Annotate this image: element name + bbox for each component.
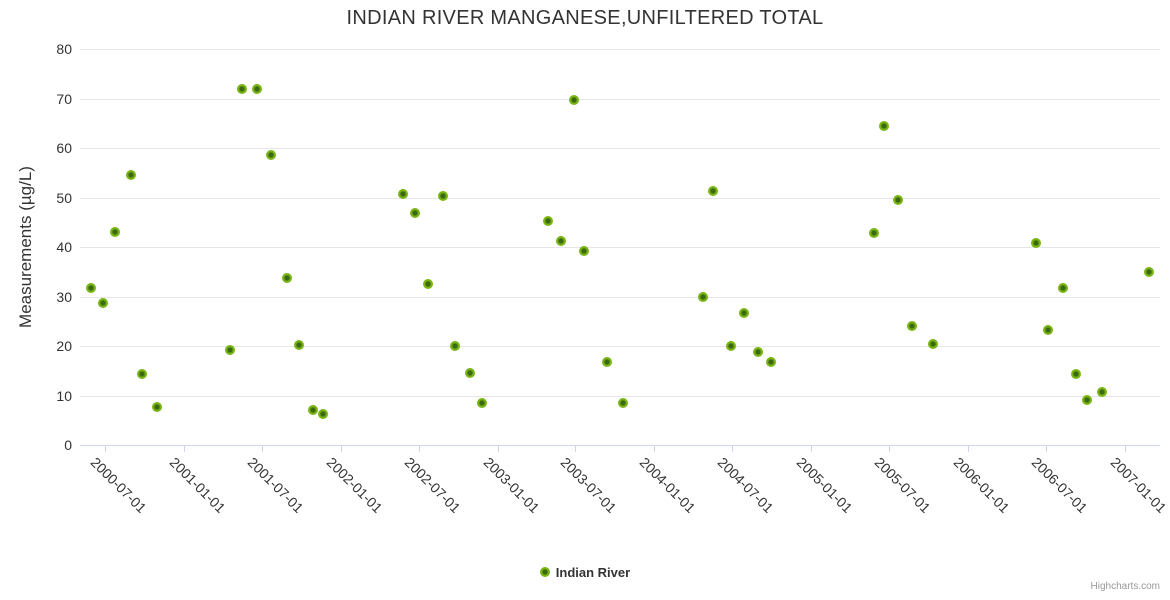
data-point[interactable]	[266, 149, 277, 160]
data-point[interactable]	[1057, 283, 1068, 294]
x-axis-tick-label: 2004-01-01	[636, 454, 699, 516]
x-axis-tick-mark	[575, 446, 577, 452]
y-axis-tick-label: 0	[64, 437, 72, 453]
data-point[interactable]	[765, 356, 776, 367]
x-axis-tick-label: 2007-01-01	[1107, 454, 1170, 516]
x-axis-tick-label: 2000-07-01	[87, 454, 150, 516]
data-point[interactable]	[569, 95, 580, 106]
y-axis-tick-label: 10	[56, 387, 72, 404]
data-point[interactable]	[579, 246, 590, 257]
y-axis-tick-label: 40	[56, 239, 72, 255]
x-axis-tick-mark	[1045, 446, 1047, 452]
x-axis-tick-mark	[732, 446, 734, 452]
data-point[interactable]	[906, 321, 917, 332]
data-point[interactable]	[1043, 325, 1054, 336]
data-point[interactable]	[281, 273, 292, 284]
x-axis-tick-mark	[105, 446, 106, 452]
y-axis-tick-label: 60	[56, 140, 72, 156]
data-point[interactable]	[294, 340, 305, 350]
data-point[interactable]	[450, 341, 461, 352]
y-gridline	[80, 395, 1160, 397]
data-point[interactable]	[555, 236, 566, 247]
data-point[interactable]	[726, 341, 737, 352]
x-axis-tick-label: 2002-07-01	[401, 454, 464, 516]
y-axis-tick-label: 20	[56, 338, 72, 354]
y-gridline	[80, 296, 1160, 298]
data-point[interactable]	[698, 291, 709, 302]
data-point[interactable]	[251, 84, 262, 95]
data-point[interactable]	[601, 356, 612, 367]
data-point[interactable]	[879, 121, 890, 132]
x-axis-tick-label: 2003-01-01	[480, 454, 543, 516]
x-axis-tick-mark	[184, 446, 186, 452]
data-point[interactable]	[125, 170, 136, 181]
data-point[interactable]	[1082, 394, 1093, 405]
data-point[interactable]	[151, 401, 162, 412]
data-point[interactable]	[868, 227, 879, 238]
x-axis-tick-mark	[654, 446, 656, 452]
data-point[interactable]	[318, 408, 329, 419]
y-axis-tick-label: 50	[56, 189, 72, 206]
data-point[interactable]	[618, 397, 629, 408]
x-axis-tick-mark	[811, 446, 813, 452]
data-point[interactable]	[542, 215, 553, 226]
data-point[interactable]	[1096, 387, 1107, 398]
y-axis-tick-label: 70	[56, 90, 72, 107]
data-point[interactable]	[476, 397, 487, 408]
x-axis-tick-label: 2003-07-01	[557, 454, 620, 516]
data-point[interactable]	[438, 191, 449, 201]
data-point[interactable]	[236, 84, 247, 95]
y-axis-tick-label: 30	[56, 288, 72, 305]
x-axis-tick-label: 2006-07-01	[1028, 454, 1091, 516]
data-point[interactable]	[739, 308, 750, 319]
chart-title: INDIAN RIVER MANGANESE,UNFILTERED TOTAL	[346, 7, 824, 29]
x-axis-tick-mark	[261, 446, 263, 452]
x-axis-tick-label: 2005-07-01	[871, 454, 934, 516]
x-axis-tick-mark	[418, 446, 420, 452]
data-point[interactable]	[136, 369, 147, 380]
data-point[interactable]	[465, 367, 476, 378]
data-point[interactable]	[224, 344, 235, 355]
y-gridline	[80, 98, 1160, 100]
x-axis-tick-label: 2001-07-01	[244, 454, 307, 516]
data-point[interactable]	[85, 283, 96, 294]
data-point[interactable]	[308, 404, 319, 415]
data-point[interactable]	[1030, 237, 1041, 248]
x-axis-tick-mark	[1125, 446, 1126, 452]
data-point[interactable]	[928, 339, 939, 350]
x-axis-tick-mark	[497, 446, 499, 452]
data-point[interactable]	[109, 227, 120, 238]
legend-series-label: Indian River	[555, 564, 631, 580]
y-gridline	[80, 49, 1160, 50]
x-axis-tick-label: 2006-01-01	[950, 454, 1013, 516]
highcharts-credit-link[interactable]: Highcharts.com	[1090, 581, 1160, 592]
x-axis-line	[80, 445, 1160, 446]
data-point[interactable]	[1070, 369, 1081, 380]
y-gridline	[80, 148, 1160, 149]
data-point[interactable]	[422, 279, 433, 290]
y-axis-tick-label: 80	[56, 41, 72, 57]
y-gridline	[80, 197, 1160, 199]
data-point[interactable]	[753, 347, 764, 358]
y-gridline	[80, 247, 1160, 248]
data-point[interactable]	[1144, 267, 1155, 278]
x-axis-tick-label: 2004-07-01	[715, 454, 778, 516]
data-point[interactable]	[410, 208, 421, 219]
legend-item-indian-river[interactable]: Indian River	[0, 563, 1170, 581]
x-axis-tick-label: 2001-01-01	[166, 454, 229, 516]
x-axis-tick-label: 2002-01-01	[323, 454, 386, 516]
data-point[interactable]	[893, 195, 904, 206]
y-gridline	[80, 346, 1160, 347]
x-axis-tick-mark	[968, 446, 970, 452]
data-point[interactable]	[707, 186, 718, 197]
data-point[interactable]	[97, 297, 108, 308]
legend-marker-icon	[539, 567, 550, 577]
x-axis-tick-mark	[889, 446, 891, 452]
x-axis-tick-mark	[340, 446, 342, 452]
data-point[interactable]	[398, 188, 409, 199]
x-axis-tick-label: 2005-01-01	[794, 454, 857, 516]
